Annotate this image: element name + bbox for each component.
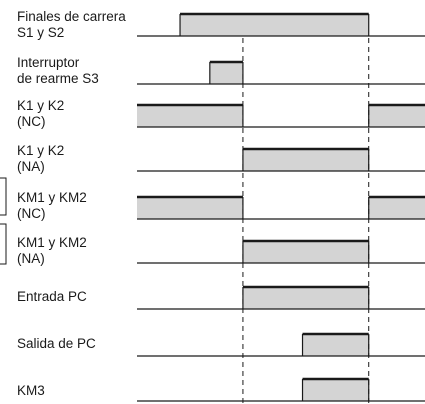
signal-9-label: KM3	[17, 383, 45, 399]
signal-5-label-line1: KM1 y KM2	[17, 190, 87, 205]
signal-3-label-line2: (NC)	[17, 114, 46, 129]
signal-5-pulse-1	[137, 197, 243, 219]
signal-3-label-line1: K1 y K2	[17, 98, 65, 113]
signal-8-pulse-1	[302, 334, 369, 356]
signal-3-label: K1 y K2 (NC)	[17, 98, 64, 130]
signal-8-label-line1: Salida de PC	[17, 336, 96, 351]
signal-2-label: Interruptor de rearme S3	[17, 55, 99, 87]
signal-1-label-line1: Finales de carrera	[17, 9, 126, 24]
signal-4-pulse-1	[242, 149, 369, 171]
signal-9-label-line1: KM3	[17, 383, 45, 398]
signal-7-label: Entrada PC	[17, 289, 87, 305]
signal-9-pulse-1	[302, 379, 369, 401]
signal-1-label-line2: S1 y S2	[17, 25, 65, 40]
signal-4-label-line2: (NA)	[17, 159, 45, 174]
signal-1-pulse-1	[180, 14, 369, 36]
signal-6-label-line2: (NA)	[17, 251, 45, 266]
group-bracket-k1-k2	[0, 177, 7, 216]
signal-6-pulse-1	[242, 241, 369, 263]
signal-7-label-line1: Entrada PC	[17, 289, 87, 304]
signal-6-label-line1: KM1 y KM2	[17, 235, 87, 250]
signal-4-label-line1: K1 y K2	[17, 143, 65, 158]
group-bracket-km1-km2	[0, 223, 7, 265]
signal-4-label: K1 y K2 (NA)	[17, 143, 64, 175]
signal-8-label: Salida de PC	[17, 336, 96, 352]
signal-5-pulse-2	[368, 197, 425, 219]
signal-2-label-line2: de rearme S3	[17, 71, 99, 86]
signal-5-label-line2: (NC)	[17, 206, 46, 221]
signal-2-label-line1: Interruptor	[17, 55, 80, 70]
signal-1-label: Finales de carrera S1 y S2	[17, 9, 126, 41]
signal-7-pulse-1	[242, 287, 369, 309]
signal-5-label: KM1 y KM2 (NC)	[17, 190, 87, 222]
signal-6-label: KM1 y KM2 (NA)	[17, 235, 87, 267]
signal-2-pulse-1	[209, 62, 243, 84]
signal-3-pulse-1	[137, 105, 243, 127]
signal-3-pulse-2	[368, 105, 425, 127]
